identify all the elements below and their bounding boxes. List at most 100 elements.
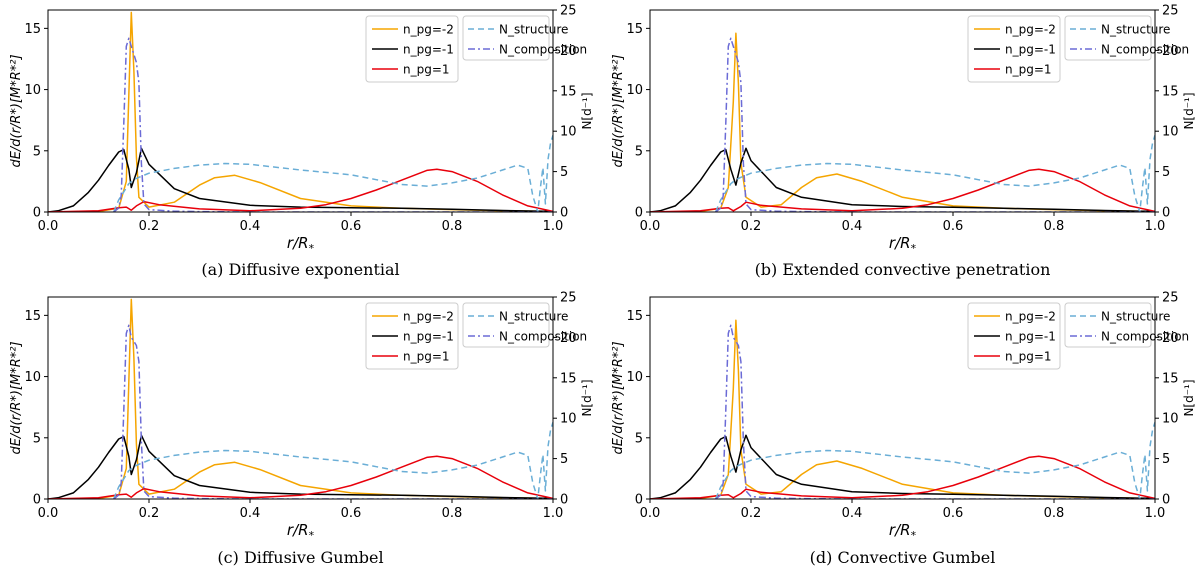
y-tick-label: 10 bbox=[626, 83, 643, 98]
panel-caption: (b) Extended convective penetration bbox=[755, 260, 1051, 279]
series-line-n-composition bbox=[113, 37, 553, 212]
panel-caption: (a) Diffusive exponential bbox=[201, 260, 399, 279]
y-right-tick-label: 10 bbox=[1162, 125, 1179, 140]
series-line-n-structure bbox=[714, 134, 1155, 212]
series-line-n-pg-1 bbox=[48, 455, 553, 499]
x-tick-label: 0.6 bbox=[341, 219, 362, 234]
y-right-tick-label: 25 bbox=[1162, 291, 1179, 306]
x-axis-label-main: r/R bbox=[287, 234, 309, 252]
y-right-tick-label: 15 bbox=[1162, 84, 1179, 99]
x-tick-label: 0.8 bbox=[442, 506, 463, 521]
x-tick-label: 1.0 bbox=[543, 219, 564, 234]
series-line-n-composition bbox=[113, 324, 553, 499]
chart-panel-3: 0.0 0.2 0.4 0.6 0.8 1.00510150510152025r/R*dE… bbox=[611, 291, 1196, 568]
series-line-n-structure bbox=[113, 421, 553, 499]
series-group bbox=[48, 11, 553, 212]
y-right-tick-label: 20 bbox=[560, 44, 577, 59]
series-line-n-composition bbox=[715, 37, 1155, 212]
x-axis-label: r/R* bbox=[287, 521, 315, 542]
legend-entry-1: n_pg=-1 bbox=[1005, 43, 1056, 57]
y-right-tick-label: 25 bbox=[560, 4, 577, 19]
y-right-tick-label: 0 bbox=[560, 493, 568, 508]
legend-box-npg bbox=[365, 15, 459, 83]
series-line-n-pg-1 bbox=[48, 168, 553, 212]
y-right-axis-label: N[d⁻¹] bbox=[1182, 379, 1196, 416]
y-right-tick-label: 0 bbox=[1162, 493, 1170, 508]
series-line-n-pg-1 bbox=[650, 147, 1155, 212]
legend-entry-3: N_structure bbox=[1101, 23, 1170, 37]
y-right-tick-label: 0 bbox=[560, 206, 568, 221]
series-group bbox=[650, 319, 1155, 499]
y-tick-label: 10 bbox=[24, 83, 41, 98]
legend-entry-0: n_pg=-2 bbox=[403, 23, 454, 37]
legend-n: N_structure N_composition bbox=[462, 15, 587, 61]
x-axis-label: r/R* bbox=[889, 521, 917, 542]
x-tick-label: 0.8 bbox=[1044, 219, 1065, 234]
y-right-axis-label: N[d⁻¹] bbox=[580, 379, 594, 416]
y-right-axis-label: N[d⁻¹] bbox=[580, 92, 594, 129]
y-right-tick-label: 15 bbox=[560, 84, 577, 99]
y-right-tick-label: 20 bbox=[1162, 44, 1179, 59]
legend-entry-3: N_structure bbox=[1101, 310, 1170, 324]
y-right-tick-label: 5 bbox=[1162, 452, 1170, 467]
x-tick-label: 0.6 bbox=[341, 506, 362, 521]
chart-panel-1: 0.0 0.2 0.4 0.6 0.8 1.00510150510152025r/R*dE… bbox=[611, 4, 1196, 280]
y-right-tick-label: 10 bbox=[560, 125, 577, 140]
y-right-tick-label: 15 bbox=[560, 371, 577, 386]
y-right-tick-label: 5 bbox=[560, 165, 568, 180]
legend-npg: n_pg=-2 n_pg=-1 n_pg=1 bbox=[365, 302, 459, 370]
legend-entry-1: n_pg=-1 bbox=[403, 43, 454, 57]
legend-entry-0: n_pg=-2 bbox=[1005, 310, 1056, 324]
legend-entry-2: n_pg=1 bbox=[403, 63, 450, 77]
legend-n: N_structure N_composition bbox=[1064, 15, 1189, 61]
x-tick-label: 0.0 bbox=[640, 219, 661, 234]
x-tick-label: 0.8 bbox=[1044, 506, 1065, 521]
x-axis-label: r/R* bbox=[889, 234, 917, 255]
legend-n: N_structure N_composition bbox=[1064, 302, 1189, 348]
x-tick-label: 0.0 bbox=[640, 506, 661, 521]
x-axis-label-main: r/R bbox=[889, 521, 911, 539]
x-tick-label: 0.2 bbox=[741, 506, 762, 521]
series-line-n-pg-1 bbox=[48, 434, 553, 499]
legend-entry-3: N_structure bbox=[499, 310, 568, 324]
panel-caption: (d) Convective Gumbel bbox=[810, 548, 996, 567]
y-right-tick-label: 5 bbox=[560, 452, 568, 467]
legend-entry-2: n_pg=1 bbox=[403, 350, 450, 364]
x-tick-label: 0.2 bbox=[741, 219, 762, 234]
y-tick-label: 10 bbox=[626, 370, 643, 385]
series-line-n-pg-1 bbox=[650, 168, 1155, 212]
x-tick-label: 0.4 bbox=[240, 506, 261, 521]
series-line-n-pg-1 bbox=[650, 455, 1155, 499]
y-tick-label: 0 bbox=[33, 493, 41, 508]
y-right-axis-label: N[d⁻¹] bbox=[1182, 92, 1196, 129]
y-tick-label: 5 bbox=[635, 431, 643, 446]
x-tick-label: 0.0 bbox=[38, 506, 59, 521]
x-axis-label-main: r/R bbox=[889, 234, 911, 252]
axes-frame bbox=[649, 296, 1156, 500]
legend-entry-2: n_pg=1 bbox=[1005, 63, 1052, 77]
legend-npg: n_pg=-2 n_pg=-1 n_pg=1 bbox=[967, 302, 1061, 370]
y-right-tick-label: 10 bbox=[1162, 412, 1179, 427]
y-tick-label: 15 bbox=[24, 22, 41, 37]
x-tick-label: 0.8 bbox=[442, 219, 463, 234]
legend-box-npg bbox=[967, 15, 1061, 83]
x-axis-label-sub: * bbox=[309, 529, 315, 542]
x-tick-label: 0.6 bbox=[943, 219, 964, 234]
y-tick-label: 0 bbox=[635, 206, 643, 221]
legend-entry-4: N_composition bbox=[1101, 43, 1189, 57]
y-tick-label: 15 bbox=[626, 309, 643, 324]
x-axis-label-sub: * bbox=[309, 242, 315, 255]
legend-entry-0: n_pg=-2 bbox=[1005, 23, 1056, 37]
y-right-tick-label: 10 bbox=[560, 412, 577, 427]
y-axis-label: dE/d(r/R*)[M*R*²] bbox=[9, 54, 24, 167]
series-line-n-pg-1 bbox=[48, 147, 553, 212]
x-tick-label: 0.4 bbox=[842, 219, 863, 234]
series-group bbox=[48, 298, 553, 499]
series-line-n-composition bbox=[715, 324, 1155, 499]
x-tick-label: 1.0 bbox=[543, 506, 564, 521]
chart-panel-0: 0.0 0.2 0.4 0.6 0.8 1.00510150510152025r/R*dE… bbox=[9, 4, 594, 280]
x-tick-label: 0.2 bbox=[139, 219, 160, 234]
x-tick-label: 0.6 bbox=[943, 506, 964, 521]
x-axis-label-sub: * bbox=[911, 242, 917, 255]
